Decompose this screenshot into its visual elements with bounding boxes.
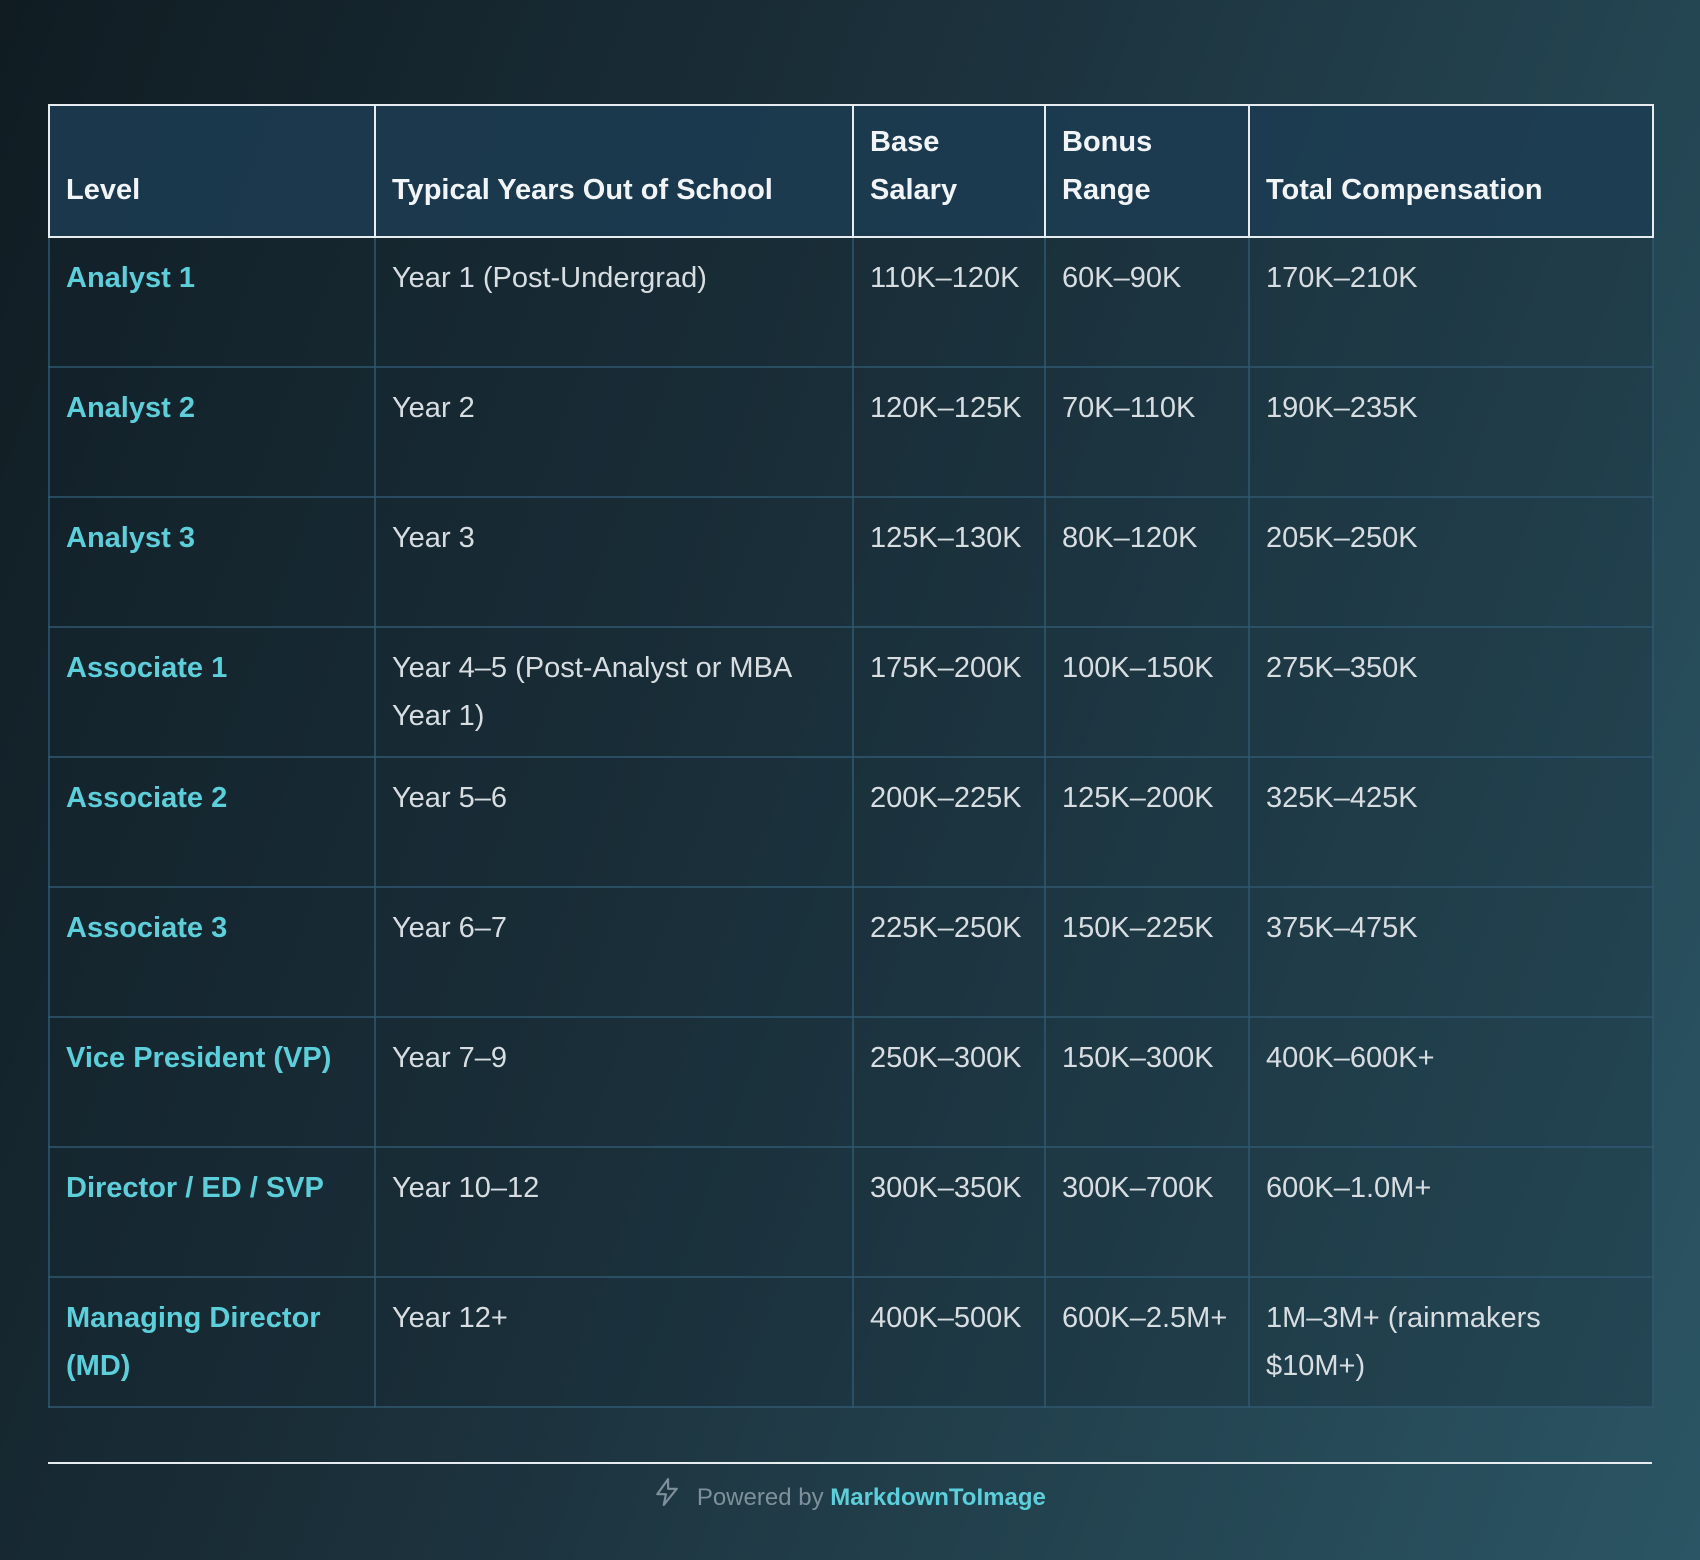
level-cell: Analyst 2 [48, 366, 376, 498]
base-salary-cell: 125K–130K [852, 496, 1046, 628]
bonus-range-cell: 60K–90K [1044, 236, 1250, 368]
years-cell: Year 10–12 [374, 1146, 854, 1278]
table-row: Analyst 1 Year 1 (Post-Undergrad) 110K–1… [48, 236, 1654, 368]
bonus-range-cell: 600K–2.5M+ [1044, 1276, 1250, 1408]
footer: Powered by MarkdownToImage [0, 1478, 1700, 1519]
header-total-compensation: Total Compensation [1248, 104, 1654, 238]
bonus-range-cell: 300K–700K [1044, 1146, 1250, 1278]
years-cell: Year 3 [374, 496, 854, 628]
total-compensation-cell: 1M–3M+ (rainmakers $10M+) [1248, 1276, 1654, 1408]
footer-divider [48, 1462, 1652, 1464]
total-compensation-cell: 190K–235K [1248, 366, 1654, 498]
total-compensation-cell: 600K–1.0M+ [1248, 1146, 1654, 1278]
level-cell: Analyst 1 [48, 236, 376, 368]
years-cell: Year 5–6 [374, 756, 854, 888]
level-cell: Associate 3 [48, 886, 376, 1018]
total-compensation-cell: 375K–475K [1248, 886, 1654, 1018]
header-level: Level [48, 104, 376, 238]
header-row: Level Typical Years Out of School Base S… [48, 104, 1654, 238]
bonus-range-cell: 125K–200K [1044, 756, 1250, 888]
compensation-table: Level Typical Years Out of School Base S… [48, 104, 1654, 1408]
base-salary-cell: 110K–120K [852, 236, 1046, 368]
bonus-range-cell: 150K–225K [1044, 886, 1250, 1018]
level-cell: Associate 2 [48, 756, 376, 888]
table-row: Associate 1 Year 4–5 (Post-Analyst or MB… [48, 626, 1654, 758]
level-cell: Managing Director (MD) [48, 1276, 376, 1408]
bonus-range-cell: 70K–110K [1044, 366, 1250, 498]
bonus-range-cell: 100K–150K [1044, 626, 1250, 758]
level-cell: Director / ED / SVP [48, 1146, 376, 1278]
table-row: Vice President (VP) Year 7–9 250K–300K 1… [48, 1016, 1654, 1148]
base-salary-cell: 120K–125K [852, 366, 1046, 498]
base-salary-cell: 300K–350K [852, 1146, 1046, 1278]
years-cell: Year 12+ [374, 1276, 854, 1408]
base-salary-cell: 175K–200K [852, 626, 1046, 758]
level-cell: Associate 1 [48, 626, 376, 758]
table-row: Managing Director (MD) Year 12+ 400K–500… [48, 1276, 1654, 1408]
header-years: Typical Years Out of School [374, 104, 854, 238]
footer-brand-link[interactable]: MarkdownToImage [830, 1484, 1046, 1511]
lightning-bolt-icon [654, 1478, 680, 1519]
base-salary-cell: 225K–250K [852, 886, 1046, 1018]
bonus-range-cell: 80K–120K [1044, 496, 1250, 628]
footer-prefix: Powered by [696, 1484, 824, 1511]
total-compensation-cell: 275K–350K [1248, 626, 1654, 758]
bonus-range-cell: 150K–300K [1044, 1016, 1250, 1148]
total-compensation-cell: 170K–210K [1248, 236, 1654, 368]
table-header: Level Typical Years Out of School Base S… [48, 104, 1654, 238]
base-salary-cell: 400K–500K [852, 1276, 1046, 1408]
header-bonus-range: Bonus Range [1044, 104, 1250, 238]
total-compensation-cell: 205K–250K [1248, 496, 1654, 628]
header-base-salary: Base Salary [852, 104, 1046, 238]
years-cell: Year 2 [374, 366, 854, 498]
level-cell: Vice President (VP) [48, 1016, 376, 1148]
total-compensation-cell: 400K–600K+ [1248, 1016, 1654, 1148]
table-row: Director / ED / SVP Year 10–12 300K–350K… [48, 1146, 1654, 1278]
compensation-table-container: Level Typical Years Out of School Base S… [48, 104, 1654, 1408]
years-cell: Year 7–9 [374, 1016, 854, 1148]
table-row: Associate 2 Year 5–6 200K–225K 125K–200K… [48, 756, 1654, 888]
years-cell: Year 4–5 (Post-Analyst or MBA Year 1) [374, 626, 854, 758]
base-salary-cell: 200K–225K [852, 756, 1046, 888]
base-salary-cell: 250K–300K [852, 1016, 1046, 1148]
table-row: Analyst 2 Year 2 120K–125K 70K–110K 190K… [48, 366, 1654, 498]
table-row: Associate 3 Year 6–7 225K–250K 150K–225K… [48, 886, 1654, 1018]
table-row: Analyst 3 Year 3 125K–130K 80K–120K 205K… [48, 496, 1654, 628]
total-compensation-cell: 325K–425K [1248, 756, 1654, 888]
table-body: Analyst 1 Year 1 (Post-Undergrad) 110K–1… [48, 236, 1654, 1408]
years-cell: Year 6–7 [374, 886, 854, 1018]
years-cell: Year 1 (Post-Undergrad) [374, 236, 854, 368]
level-cell: Analyst 3 [48, 496, 376, 628]
